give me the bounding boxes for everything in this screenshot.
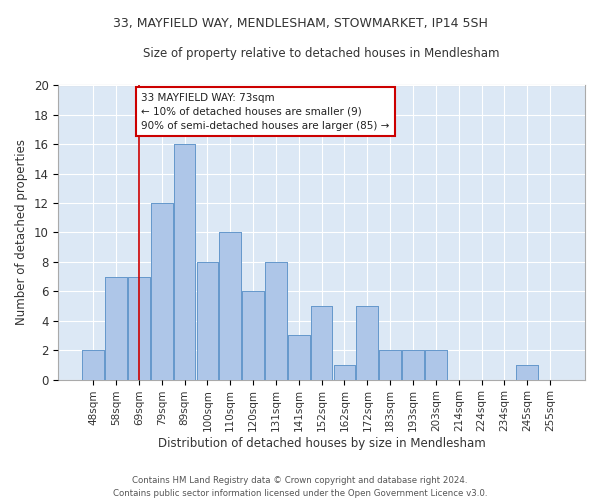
- Bar: [242, 292, 264, 380]
- Bar: [220, 232, 241, 380]
- Bar: [379, 350, 401, 380]
- Bar: [197, 262, 218, 380]
- Bar: [82, 350, 104, 380]
- Bar: [173, 144, 196, 380]
- Bar: [151, 203, 173, 380]
- Bar: [82, 350, 104, 380]
- Title: Size of property relative to detached houses in Mendlesham: Size of property relative to detached ho…: [143, 48, 500, 60]
- X-axis label: Distribution of detached houses by size in Mendlesham: Distribution of detached houses by size …: [158, 437, 485, 450]
- Bar: [128, 276, 149, 380]
- Text: 33, MAYFIELD WAY, MENDLESHAM, STOWMARKET, IP14 5SH: 33, MAYFIELD WAY, MENDLESHAM, STOWMARKET…: [113, 18, 487, 30]
- Bar: [288, 336, 310, 380]
- Bar: [128, 276, 149, 380]
- Bar: [105, 276, 127, 380]
- Bar: [242, 292, 264, 380]
- Bar: [173, 144, 196, 380]
- Bar: [334, 365, 355, 380]
- Y-axis label: Number of detached properties: Number of detached properties: [15, 140, 28, 326]
- Bar: [220, 232, 241, 380]
- Bar: [517, 365, 538, 380]
- Bar: [265, 262, 287, 380]
- Bar: [425, 350, 447, 380]
- Bar: [425, 350, 447, 380]
- Text: 33 MAYFIELD WAY: 73sqm
← 10% of detached houses are smaller (9)
90% of semi-deta: 33 MAYFIELD WAY: 73sqm ← 10% of detached…: [141, 92, 389, 130]
- Bar: [379, 350, 401, 380]
- Bar: [265, 262, 287, 380]
- Bar: [288, 336, 310, 380]
- Text: Contains HM Land Registry data © Crown copyright and database right 2024.
Contai: Contains HM Land Registry data © Crown c…: [113, 476, 487, 498]
- Bar: [105, 276, 127, 380]
- Bar: [311, 306, 332, 380]
- Bar: [311, 306, 332, 380]
- Bar: [356, 306, 378, 380]
- Bar: [197, 262, 218, 380]
- Bar: [402, 350, 424, 380]
- Bar: [356, 306, 378, 380]
- Bar: [151, 203, 173, 380]
- Bar: [402, 350, 424, 380]
- Bar: [517, 365, 538, 380]
- Bar: [334, 365, 355, 380]
